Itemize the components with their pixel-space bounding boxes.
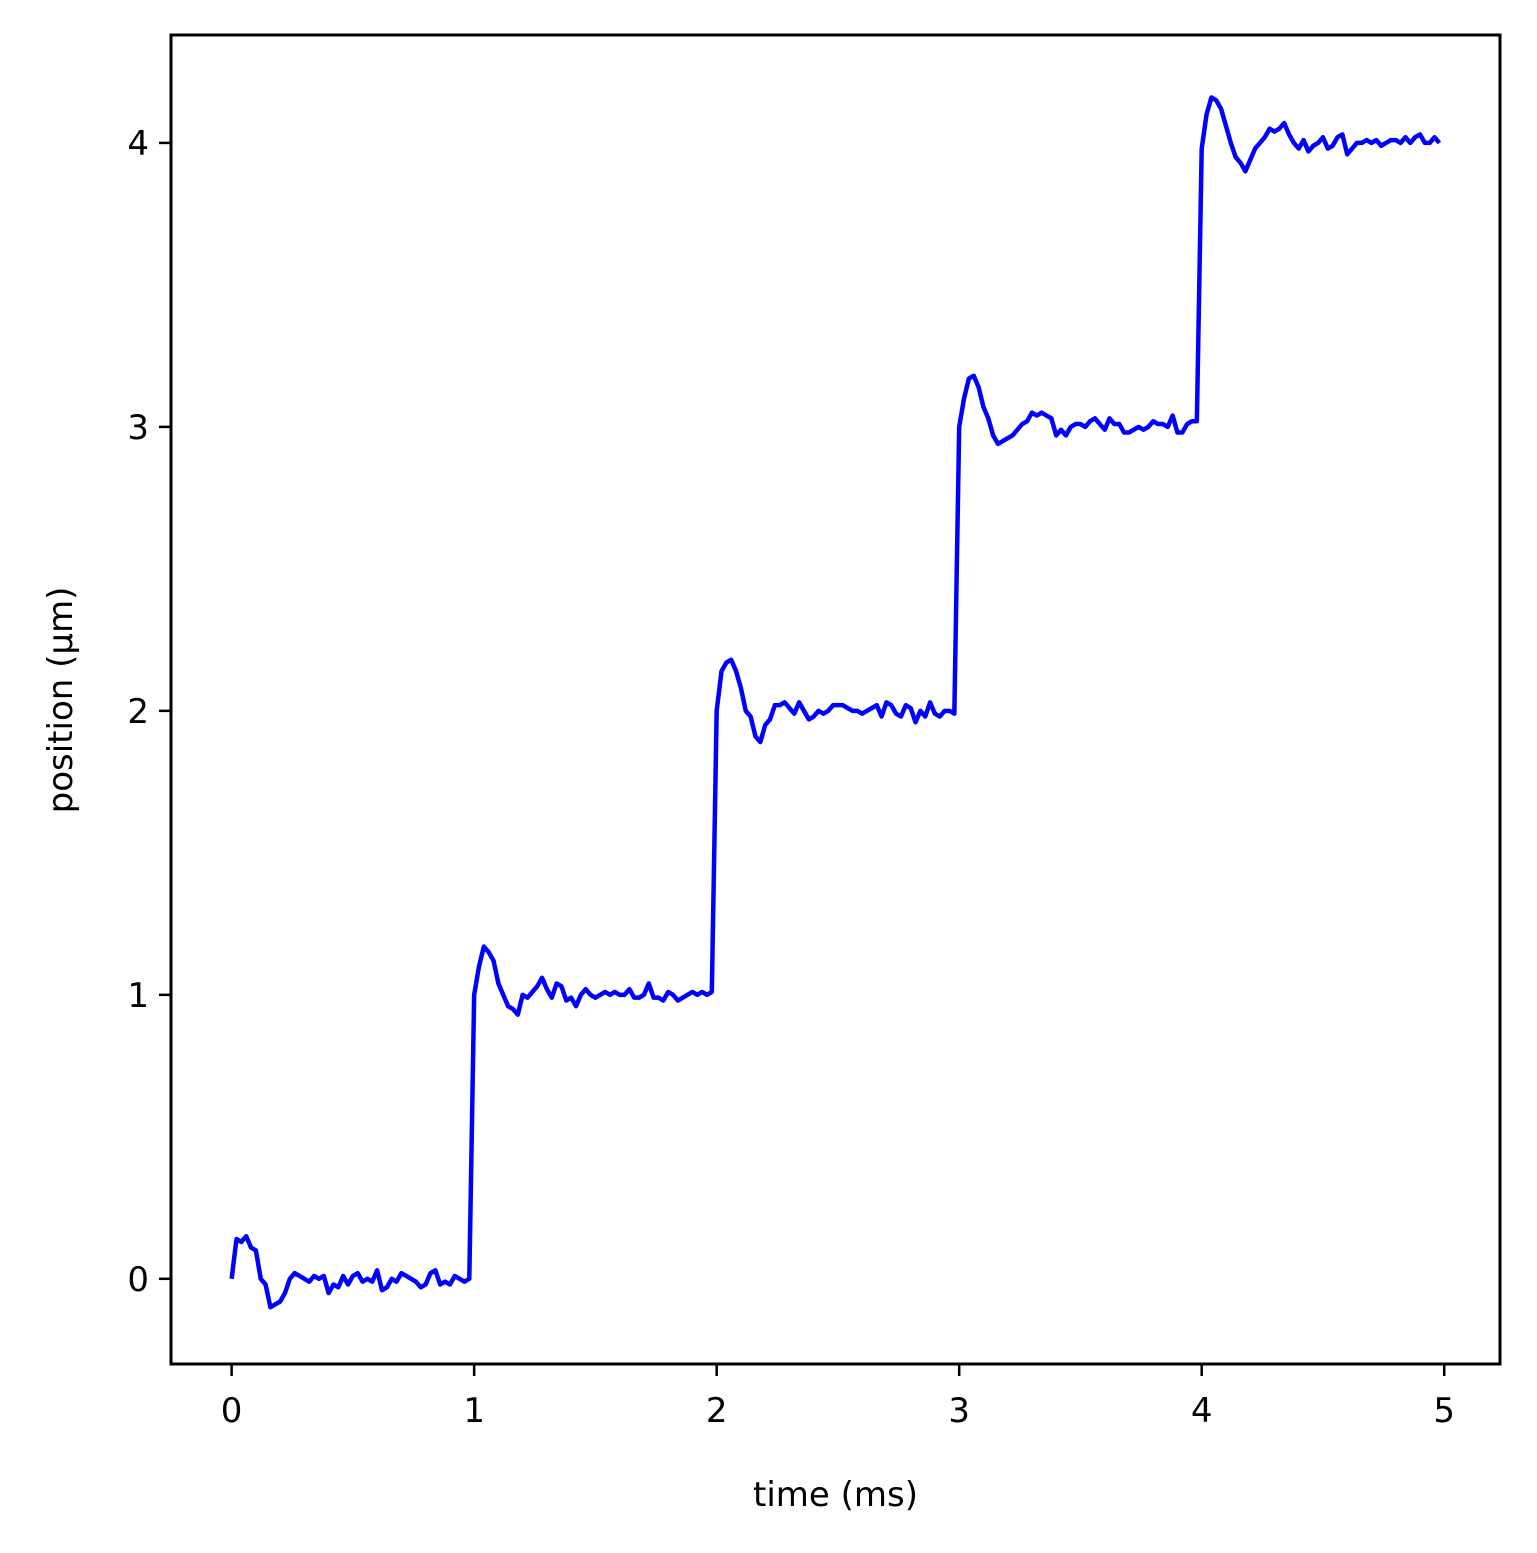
y-axis-label: position (μm) — [41, 587, 81, 814]
x-axis-label: time (ms) — [753, 1475, 918, 1515]
x-tick-label: 0 — [221, 1391, 243, 1431]
y-axis-ticks: 0 1 2 3 4 — [127, 124, 171, 1300]
y-tick-label: 3 — [127, 408, 149, 448]
plot-frame — [169, 33, 1502, 1366]
x-tick-label: 1 — [463, 1391, 485, 1431]
y-tick-label: 0 — [127, 1260, 149, 1300]
data-layer — [229, 95, 1442, 1310]
y-tick-label: 2 — [127, 692, 149, 732]
plot-background — [171, 35, 1500, 1364]
x-tick-label: 4 — [1191, 1391, 1213, 1431]
y-tick-label: 4 — [127, 124, 149, 164]
series-line — [229, 95, 1442, 1310]
x-tick-label: 5 — [1433, 1391, 1455, 1431]
x-axis-ticks: 0 1 2 3 4 5 — [221, 1364, 1455, 1431]
y-tick-label: 1 — [127, 976, 149, 1016]
x-tick-label: 2 — [706, 1391, 728, 1431]
x-tick-label: 3 — [948, 1391, 970, 1431]
